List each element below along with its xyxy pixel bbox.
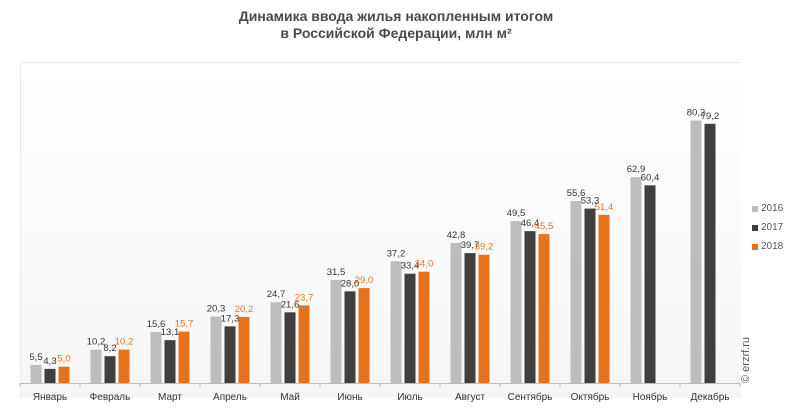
bar-2018 [118, 349, 130, 383]
data-label-2016: 24,7 [267, 289, 286, 300]
legend: 2016 2017 2018 [752, 199, 783, 256]
legend-label-2016: 2016 [761, 203, 784, 214]
x-tick-label: Декабрь [691, 391, 730, 403]
legend-item-2017: 2017 [752, 218, 783, 237]
bar-2016 [690, 120, 702, 383]
data-label-2017: 33,4 [401, 261, 420, 272]
bar-2018 [418, 271, 430, 383]
bar-2017 [644, 185, 656, 383]
data-label-2016: 20,3 [207, 304, 226, 315]
bar-2018 [598, 214, 610, 383]
data-label-2018: 45,5 [535, 221, 554, 232]
x-tick-label: Июнь [337, 392, 362, 403]
x-tick-label: Май [280, 392, 300, 403]
data-label-2016: 42,8 [447, 230, 466, 241]
bar-2018 [298, 305, 310, 383]
legend-swatch-2016 [752, 205, 758, 212]
data-label-2017: 13,1 [161, 327, 180, 338]
bar-2017 [704, 123, 716, 384]
data-label-2016: 49,5 [507, 208, 526, 219]
bar-2016 [270, 302, 282, 383]
legend-swatch-2017 [752, 224, 758, 231]
bar-2017 [344, 291, 356, 383]
bar-2017 [44, 368, 56, 383]
bar-2018 [238, 316, 250, 383]
x-tick-label: Июль [397, 392, 423, 403]
bar-2016 [510, 221, 522, 383]
legend-item-2016: 2016 [752, 199, 783, 218]
bar-2016 [90, 349, 102, 383]
x-tick-label: Март [158, 392, 182, 403]
legend-item-2018: 2018 [752, 237, 783, 256]
data-label-2018: 29,0 [355, 275, 374, 286]
data-label-2017: 53,3 [581, 196, 600, 207]
bar-2017 [104, 356, 116, 383]
x-tick-label: Август [455, 392, 486, 403]
bar-2017 [404, 273, 416, 383]
data-label-2016: 55,6 [567, 188, 586, 199]
bar-2016 [450, 242, 462, 383]
data-label-2018: 39,2 [475, 242, 494, 253]
data-label-2017: 79,2 [701, 111, 720, 122]
data-label-2017: 60,4 [641, 172, 660, 183]
bar-2016 [30, 365, 42, 383]
data-label-2018: 51,4 [595, 202, 614, 213]
bar-2018 [478, 254, 490, 383]
data-label-2017: 28,0 [341, 278, 360, 289]
bar-2018 [538, 234, 550, 383]
data-label-2018: 15,7 [175, 319, 194, 330]
bar-2017 [524, 231, 536, 383]
chart-title-line2: в Российской Федерации, млн м² [280, 25, 512, 41]
data-label-2016: 5,5 [29, 352, 42, 363]
x-tick-label: Октябрь [571, 391, 610, 403]
bar-2017 [464, 253, 476, 383]
bar-2017 [164, 340, 176, 383]
legend-label-2017: 2017 [761, 222, 784, 233]
data-label-2018: 5,0 [57, 354, 70, 365]
data-label-2018: 10,2 [115, 337, 134, 348]
bar-2016 [570, 201, 582, 383]
x-tick-label: Февраль [90, 392, 131, 403]
data-label-2016: 80,2 [687, 108, 706, 119]
data-label-2017: 17,3 [221, 313, 240, 324]
bar-2017 [584, 208, 596, 383]
data-label-2018: 23,7 [295, 292, 314, 303]
data-label-2016: 37,2 [387, 248, 406, 259]
data-label-2017: 46,4 [521, 218, 540, 229]
bar-2018 [178, 331, 190, 383]
x-tick-label: Ноябрь [633, 391, 668, 403]
data-label-2016: 62,9 [627, 164, 646, 175]
bar-2018 [58, 366, 70, 383]
bar-2016 [630, 177, 642, 383]
data-label-2016: 31,5 [327, 267, 346, 278]
bar-2016 [390, 261, 402, 383]
data-label-2017: 4,3 [43, 356, 56, 367]
bar-2017 [284, 312, 296, 383]
data-label-2016: 15,6 [147, 319, 166, 330]
data-label-2017: 8,2 [103, 343, 116, 354]
bar-2016 [330, 279, 342, 383]
data-label-2017: 39,7 [461, 240, 480, 251]
data-label-2018: 34,0 [415, 259, 434, 270]
legend-label-2018: 2018 [761, 241, 784, 252]
data-label-2017: 21,6 [281, 299, 300, 310]
bar-2016 [210, 316, 222, 383]
x-tick-label: Январь [33, 392, 67, 403]
bar-2017 [224, 326, 236, 383]
x-tick-label: Сентябрь [508, 391, 553, 403]
chart-title-line1: Динамика ввода жилья накопленным итогом [238, 8, 554, 24]
watermark: © erzrf.ru [740, 337, 752, 383]
x-tick-label: Апрель [213, 392, 247, 403]
plot-area [20, 62, 741, 398]
legend-swatch-2018 [752, 243, 758, 250]
chart-title: Динамика ввода жилья накопленным итогом … [0, 8, 792, 42]
data-label-2018: 20,2 [235, 304, 254, 315]
data-label-2016: 10,2 [87, 337, 106, 348]
bar-2018 [358, 288, 370, 383]
bar-2016 [150, 331, 162, 383]
